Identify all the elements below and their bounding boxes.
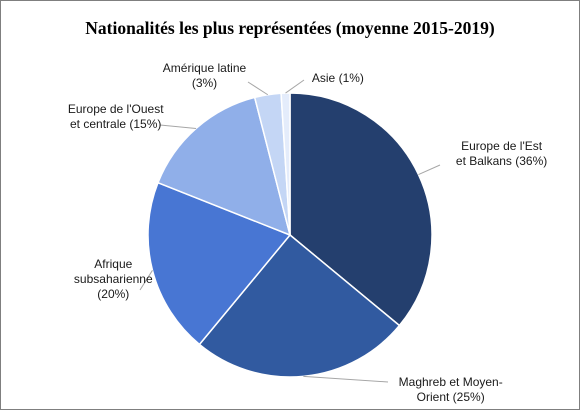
pie-slice <box>289 92 433 327</box>
slice-label: Maghreb et Moyen-Orient (25%) <box>399 375 503 404</box>
pie-slice <box>280 92 291 236</box>
leader-line <box>159 124 197 129</box>
leader-line <box>139 270 153 291</box>
slice-label: Europe de l'Ouest et centrale (15%) <box>68 102 164 131</box>
slice-label: Afrique subsaharienne (20%) <box>74 257 153 301</box>
slice-label: Europe de l'Est et Balkans (36%) <box>456 139 547 168</box>
leader-line <box>285 79 305 94</box>
slice-label: Asie (1%) <box>312 71 364 85</box>
leader-line <box>303 375 389 383</box>
chart-title: Nationalités les plus représentées (moye… <box>85 18 495 38</box>
leader-line <box>247 81 269 96</box>
pie-slice <box>156 96 292 237</box>
pie-slice <box>198 233 401 378</box>
slice-label: Amérique latine (3%) <box>163 61 247 90</box>
leader-line <box>418 164 441 175</box>
